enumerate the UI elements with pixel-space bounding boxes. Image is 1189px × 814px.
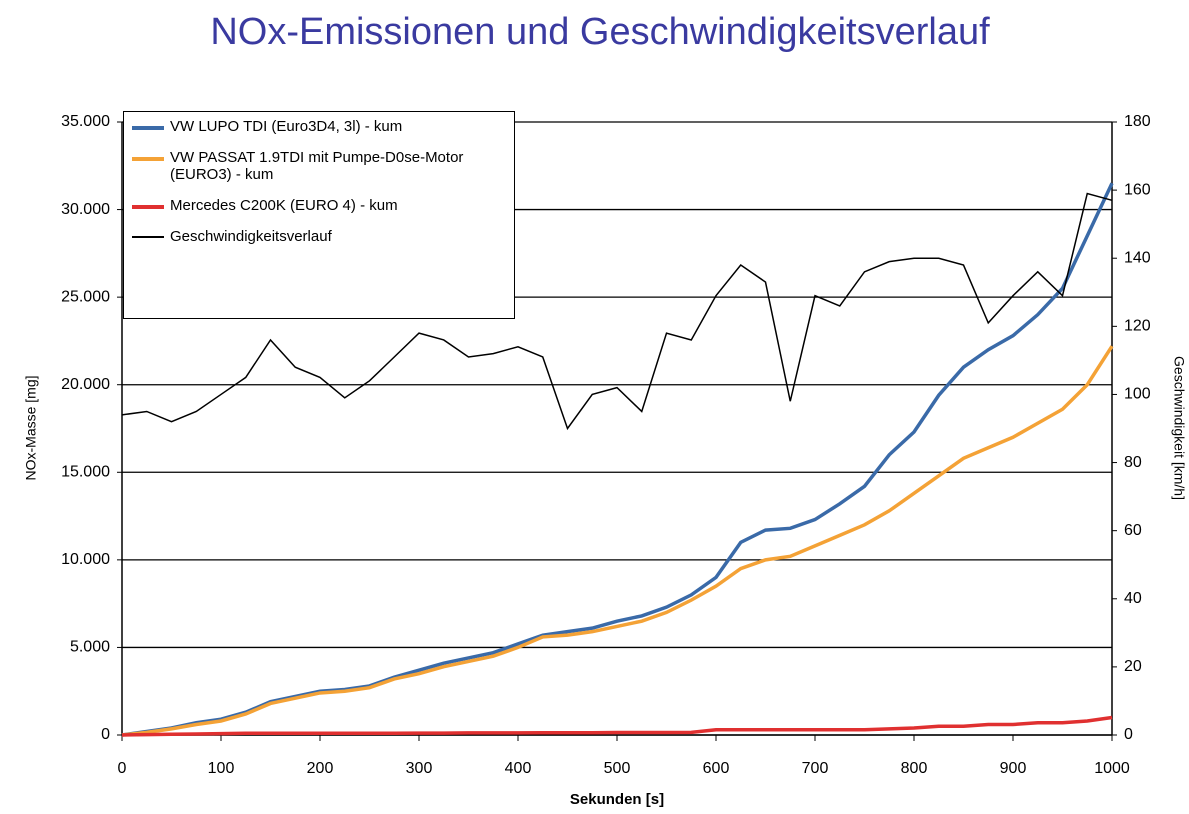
x-tick-label: 100 (208, 760, 235, 777)
x-tick-label: 700 (802, 760, 829, 777)
y2-tick-label: 40 (1124, 590, 1142, 607)
y-tick-label: 0 (101, 726, 110, 743)
y-tick-label: 25.000 (61, 288, 110, 305)
x-tick-label: 500 (604, 760, 631, 777)
y-tick-label: 20.000 (61, 376, 110, 393)
legend-swatch (132, 157, 164, 161)
x-tick-label: 0 (118, 760, 127, 777)
y-tick-label: 5.000 (70, 639, 110, 656)
x-tick-label: 800 (901, 760, 928, 777)
legend-swatch (132, 126, 164, 130)
legend-entry: VW LUPO TDI (Euro3D4, 3l) - kum (132, 118, 506, 135)
y2-tick-label: 100 (1124, 386, 1151, 403)
y2-tick-label: 120 (1124, 318, 1151, 335)
x-tick-label: 900 (1000, 760, 1027, 777)
y-tick-label: 30.000 (61, 201, 110, 218)
legend-swatch (132, 236, 164, 238)
series-line (121, 715, 1113, 737)
series-line (121, 345, 1114, 737)
y2-tick-label: 0 (1124, 726, 1133, 743)
y2-tick-label: 20 (1124, 658, 1142, 675)
chart-title: NOx-Emissionen und Geschwindigkeitsverla… (210, 11, 990, 53)
legend-swatch (132, 205, 164, 209)
legend-entry: VW PASSAT 1.9TDI mit Pumpe-D0se-Motor (E… (132, 149, 506, 183)
y2-tick-label: 80 (1124, 454, 1142, 471)
y2-tick-label: 180 (1124, 113, 1151, 130)
x-tick-label: 600 (703, 760, 730, 777)
y-tick-label: 10.000 (61, 551, 110, 568)
legend-label: VW PASSAT 1.9TDI mit Pumpe-D0se-Motor (E… (170, 149, 464, 183)
y2-axis-label: Geschwindigkeit [km/h] (1171, 356, 1187, 500)
legend-label: Mercedes C200K (EURO 4) - kum (170, 197, 398, 214)
y-tick-label: 35.000 (61, 113, 110, 130)
y-tick-label: 15.000 (61, 464, 110, 481)
series-line (121, 192, 1113, 431)
y2-tick-label: 140 (1124, 249, 1151, 266)
legend-label: Geschwindigkeitsverlauf (170, 228, 332, 245)
y2-tick-label: 60 (1124, 522, 1142, 539)
x-tick-label: 1000 (1094, 760, 1130, 777)
y2-tick-label: 160 (1124, 181, 1151, 198)
x-tick-label: 300 (406, 760, 433, 777)
legend-entry: Mercedes C200K (EURO 4) - kum (132, 197, 506, 214)
legend: VW LUPO TDI (Euro3D4, 3l) - kum VW PASSAT… (123, 111, 515, 319)
x-tick-label: 400 (505, 760, 532, 777)
x-tick-label: 200 (307, 760, 334, 777)
legend-entry: Geschwindigkeitsverlauf (132, 228, 506, 245)
y-axis-label: NOx-Masse [mg] (23, 375, 39, 480)
x-axis-label: Sekunden [s] (570, 791, 664, 808)
legend-label: VW LUPO TDI (Euro3D4, 3l) - kum (170, 118, 403, 135)
